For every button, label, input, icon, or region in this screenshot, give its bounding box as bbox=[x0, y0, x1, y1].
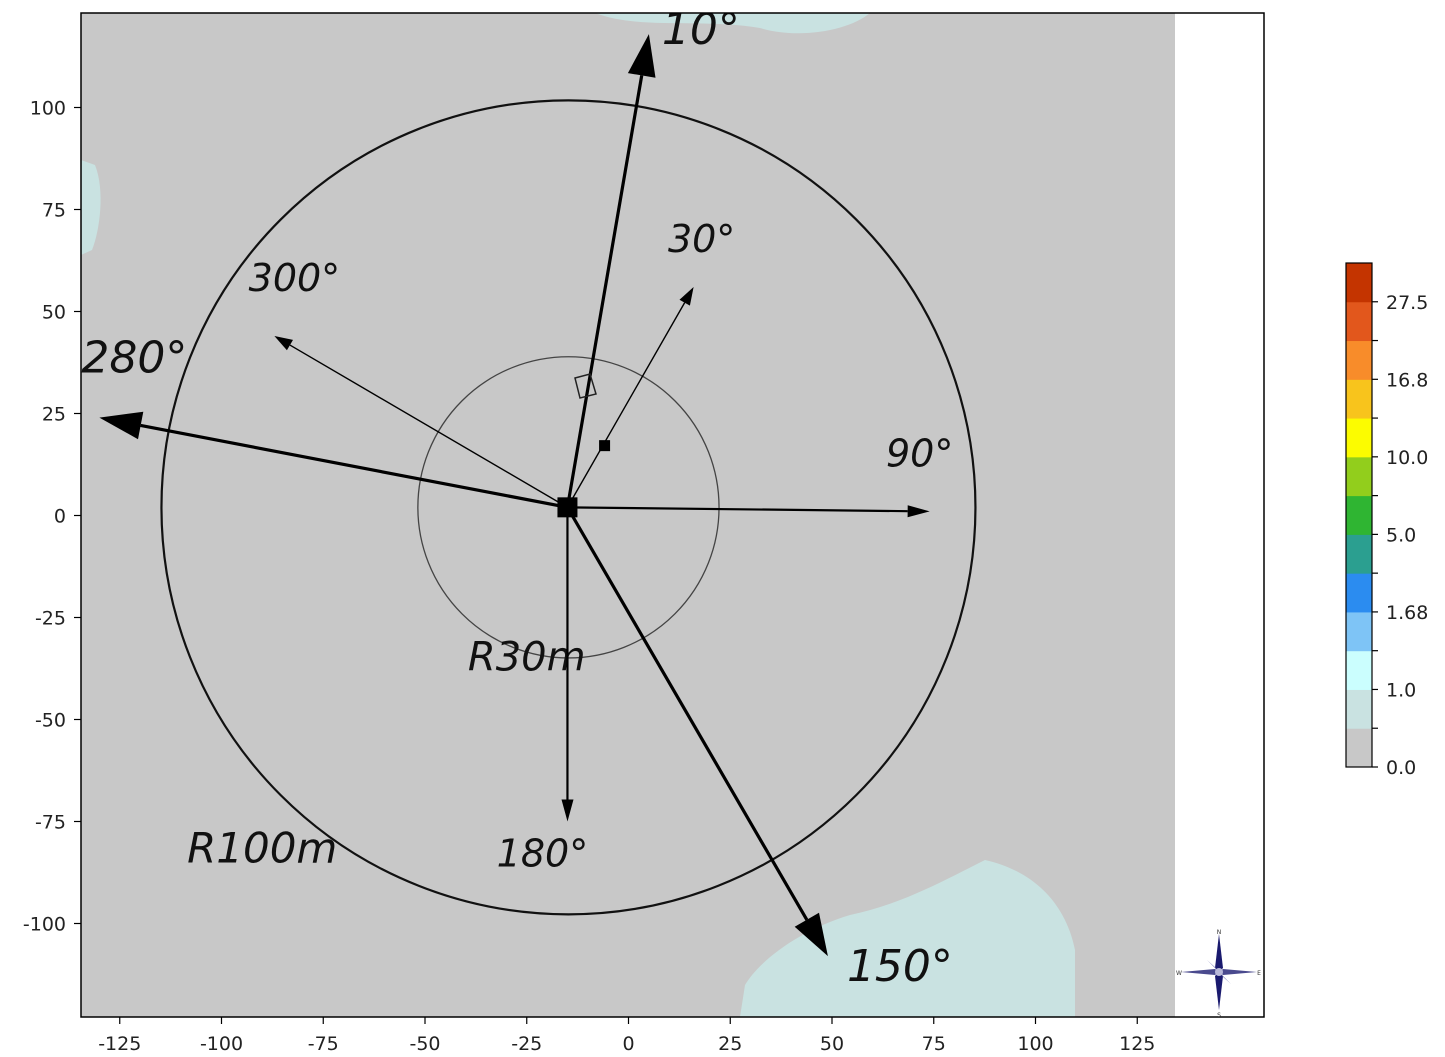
direction-arrow-30 bbox=[566, 302, 686, 508]
direction-label-180: 180° bbox=[497, 832, 589, 876]
arrow-head-180 bbox=[561, 799, 574, 822]
direction-label-300: 300° bbox=[249, 256, 341, 300]
no-data-strip bbox=[1175, 13, 1264, 1017]
colorbar-segment bbox=[1346, 379, 1372, 419]
x-tick-label: -25 bbox=[511, 1033, 542, 1055]
x-tick-label: -75 bbox=[308, 1033, 339, 1055]
low-value-band-bottom-right bbox=[740, 860, 1075, 1017]
y-tick-label: 75 bbox=[42, 200, 66, 222]
colorbar-frame bbox=[1345, 262, 1373, 768]
x-tick-label: -50 bbox=[409, 1033, 440, 1055]
colorbar-segment bbox=[1346, 534, 1372, 574]
colorbar-segment bbox=[1346, 456, 1372, 497]
x-tick-label: -125 bbox=[98, 1033, 141, 1055]
colorbar-segment bbox=[1346, 418, 1372, 458]
colorbar-tick-label: 5.0 bbox=[1386, 524, 1416, 546]
field-background bbox=[81, 13, 1175, 1017]
arrow-head-90 bbox=[907, 505, 930, 518]
x-tick-label: 25 bbox=[718, 1033, 742, 1055]
arrow-head-150 bbox=[794, 912, 828, 957]
colorbar-segment bbox=[1346, 689, 1372, 729]
direction-arrow-90 bbox=[567, 506, 908, 513]
y-tick-label: -25 bbox=[35, 608, 66, 630]
colorbar-segment bbox=[1346, 611, 1372, 652]
x-axis: -125 -100 -75 -50 -25 0 25 50 75 100 125 bbox=[98, 1017, 1155, 1055]
y-tick-label: 0 bbox=[54, 506, 66, 528]
compass-e-label: E bbox=[1257, 970, 1261, 977]
colorbar-tick-label: 1.68 bbox=[1386, 602, 1428, 624]
compass-rose-icon: N S E W bbox=[1176, 929, 1261, 1019]
colorbar-segment bbox=[1346, 650, 1372, 690]
plot-area bbox=[81, 13, 1264, 1017]
y-tick-label: -100 bbox=[23, 914, 66, 936]
x-tick-label: 50 bbox=[820, 1033, 844, 1055]
direction-label-30: 30° bbox=[668, 217, 735, 261]
y-tick-label: 25 bbox=[42, 404, 66, 426]
low-value-band-left bbox=[81, 160, 101, 255]
radius-label-r100m: R100m bbox=[187, 823, 337, 872]
x-tick-label: 0 bbox=[622, 1033, 634, 1055]
colorbar-segment bbox=[1346, 573, 1372, 613]
arrow-head-300 bbox=[274, 336, 293, 351]
x-tick-label: 125 bbox=[1119, 1033, 1155, 1055]
point-marker bbox=[599, 440, 611, 452]
arrow-head-30 bbox=[679, 287, 694, 306]
colorbar-segment bbox=[1346, 340, 1372, 380]
colorbar-segment bbox=[1346, 263, 1372, 303]
source-marker bbox=[557, 497, 578, 518]
arrow-head-280 bbox=[99, 411, 144, 440]
y-tick-label: -50 bbox=[35, 710, 66, 732]
direction-arrow-280 bbox=[140, 423, 568, 509]
colorbar-tick-label: 0.0 bbox=[1386, 757, 1416, 779]
colorbar-segment bbox=[1346, 301, 1372, 342]
y-tick-label: 50 bbox=[42, 302, 66, 324]
direction-label-90: 90° bbox=[886, 431, 953, 475]
radius-label-r30m: R30m bbox=[468, 635, 586, 681]
colorbar-tick-label: 16.8 bbox=[1386, 369, 1428, 391]
x-tick-label: 75 bbox=[922, 1033, 946, 1055]
direction-label-280: 280° bbox=[81, 333, 187, 384]
direction-arrow-150 bbox=[566, 506, 809, 921]
arrow-head-10 bbox=[627, 34, 656, 78]
y-axis: 100 75 50 25 0 -25 -50 -75 -100 bbox=[23, 98, 81, 936]
low-value-band-top bbox=[595, 13, 870, 34]
compass-n-label: N bbox=[1217, 929, 1222, 936]
radius-circle-r100m bbox=[160, 99, 977, 916]
compass-s-label: S bbox=[1217, 1012, 1221, 1019]
direction-arrow-300 bbox=[289, 344, 568, 508]
building-outline bbox=[574, 373, 597, 399]
y-tick-label: -75 bbox=[35, 812, 66, 834]
colorbar-segment bbox=[1346, 495, 1372, 535]
compass-w-label: W bbox=[1176, 970, 1182, 977]
colorbar-tick-label: 1.0 bbox=[1386, 679, 1416, 701]
direction-arrow-10 bbox=[565, 75, 644, 508]
colorbar: 27.5 16.8 10.0 5.0 1.68 1.0 0.0 bbox=[1345, 262, 1428, 779]
direction-label-150: 150° bbox=[847, 941, 953, 992]
direction-overlay: R30m R100m 10° 30° 90° 150° 180° 280° 300° bbox=[81, 4, 977, 992]
colorbar-tick-label: 27.5 bbox=[1386, 292, 1428, 314]
colorbar-tick-label: 10.0 bbox=[1386, 447, 1428, 469]
direction-label-10: 10° bbox=[662, 4, 740, 55]
x-tick-label: -100 bbox=[200, 1033, 243, 1055]
x-tick-label: 100 bbox=[1017, 1033, 1053, 1055]
y-tick-label: 100 bbox=[30, 98, 66, 120]
colorbar-segment bbox=[1346, 728, 1372, 768]
